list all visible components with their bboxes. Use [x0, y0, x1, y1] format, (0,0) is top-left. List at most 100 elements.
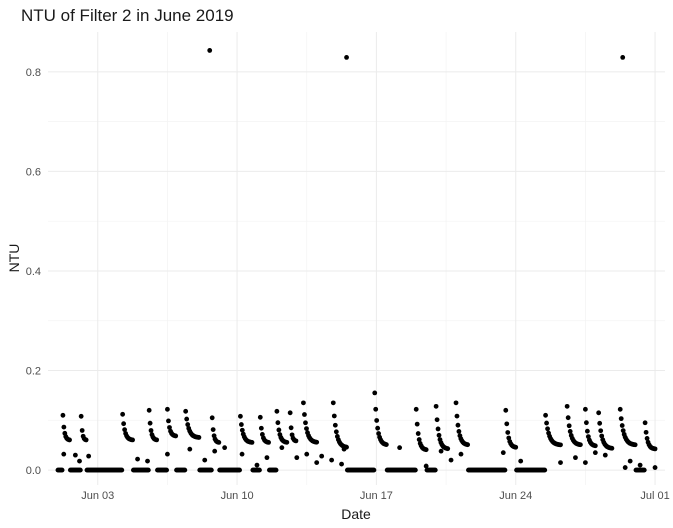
data-point: [266, 440, 271, 445]
data-point: [333, 429, 339, 435]
data-point: [147, 420, 153, 426]
data-point: [60, 412, 66, 418]
data-point: [602, 452, 608, 458]
data-point: [414, 421, 420, 427]
data-point: [77, 458, 82, 464]
data-point: [304, 426, 309, 431]
data-point: [339, 461, 344, 467]
data-point: [79, 428, 85, 433]
data-point: [454, 413, 460, 419]
data-point: [148, 428, 154, 433]
data-point: [432, 467, 438, 473]
data-point: [652, 446, 658, 452]
data-point: [619, 423, 625, 428]
data-point: [164, 467, 169, 473]
data-point: [413, 406, 419, 412]
data-point: [435, 426, 441, 432]
data-point: [257, 467, 262, 473]
data-point: [238, 422, 244, 427]
data-point: [304, 451, 310, 457]
data-point: [542, 467, 548, 473]
data-point: [119, 467, 125, 473]
data-point: [564, 403, 570, 409]
data-point: [173, 433, 179, 439]
data-point: [383, 442, 389, 447]
data-point: [185, 422, 191, 427]
data-point: [622, 465, 628, 470]
data-point: [583, 420, 589, 426]
data-point: [279, 445, 285, 451]
data-point: [254, 462, 260, 468]
data-point: [543, 412, 548, 418]
data-point: [184, 416, 190, 422]
data-point: [257, 414, 263, 420]
data-point: [239, 427, 245, 433]
data-point: [341, 446, 347, 452]
data-point: [166, 418, 171, 424]
data-point: [632, 442, 638, 448]
data-point: [436, 432, 442, 438]
data-point: [637, 462, 643, 468]
data-point: [182, 467, 188, 473]
data-point: [208, 467, 214, 473]
data-point: [293, 438, 299, 444]
data-point: [416, 437, 422, 442]
grid-major: [48, 32, 665, 485]
x-axis-label: Date: [341, 506, 371, 522]
data-point: [209, 415, 215, 421]
data-points: [55, 48, 658, 473]
data-point: [582, 406, 588, 412]
data-point: [596, 410, 602, 416]
data-point: [78, 413, 84, 419]
data-point: [264, 455, 270, 461]
data-point: [567, 429, 573, 434]
data-point: [453, 400, 459, 406]
data-point: [202, 457, 208, 463]
data-point: [397, 445, 403, 451]
data-point: [566, 423, 572, 429]
y-tick-label: 0.6: [26, 166, 41, 178]
x-tick-label: Jun 10: [221, 490, 254, 502]
x-tick-label: Jun 24: [499, 490, 532, 502]
data-point: [86, 453, 92, 459]
data-point: [294, 455, 300, 461]
data-point: [145, 467, 151, 473]
data-point: [584, 428, 590, 434]
data-point: [544, 420, 549, 426]
data-point: [302, 412, 307, 417]
data-point: [237, 467, 242, 473]
data-point: [314, 439, 320, 445]
data-point: [372, 390, 378, 396]
data-point: [121, 421, 127, 427]
data-point: [423, 463, 429, 469]
x-tick-label: Jun 17: [360, 490, 393, 502]
data-point: [573, 455, 578, 461]
data-point: [77, 467, 83, 473]
data-point: [371, 467, 377, 473]
data-point: [314, 460, 320, 465]
data-point: [319, 453, 325, 459]
y-tick-label: 0.4: [26, 266, 41, 278]
data-point: [196, 435, 202, 440]
data-point: [504, 421, 510, 427]
data-point: [558, 442, 563, 448]
grid-minor: [48, 32, 665, 485]
data-point: [258, 425, 264, 431]
data-point: [154, 437, 160, 443]
data-point: [288, 425, 294, 431]
data-point: [456, 429, 462, 434]
data-point: [330, 400, 336, 406]
data-point: [216, 440, 222, 445]
data-point: [592, 443, 598, 449]
data-point: [61, 451, 67, 457]
data-point: [376, 431, 382, 436]
data-point: [187, 446, 193, 452]
data-point: [83, 437, 89, 443]
data-point: [518, 458, 524, 464]
data-point: [373, 406, 379, 412]
data-point: [222, 445, 228, 451]
data-point: [627, 458, 633, 464]
data-point: [582, 460, 588, 465]
data-point: [249, 439, 255, 445]
